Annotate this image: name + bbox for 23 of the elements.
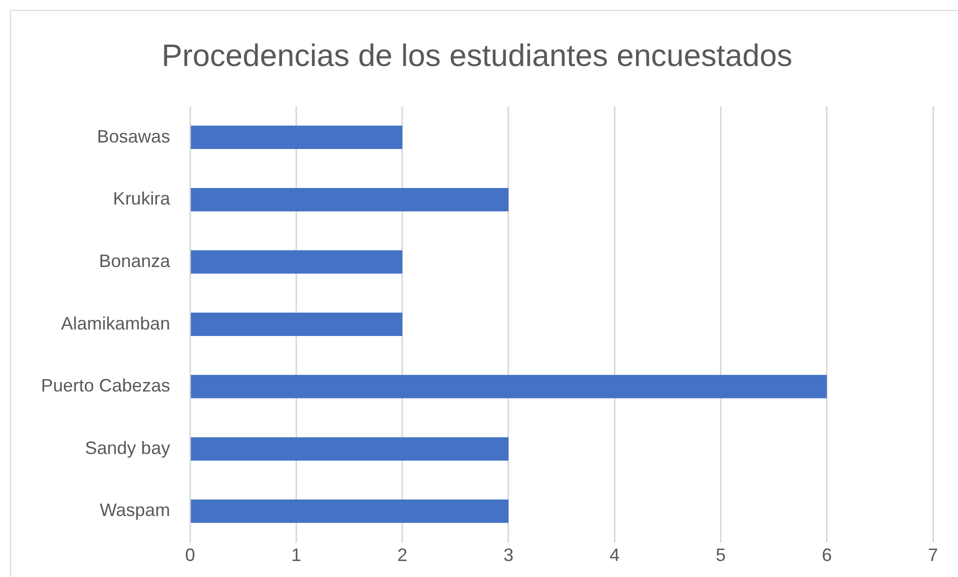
x-tick-label: 6 — [822, 545, 832, 566]
y-tick-label: Sandy bay — [85, 438, 170, 458]
x-tick-label: 0 — [185, 545, 196, 566]
x-tick-label: 2 — [397, 545, 408, 566]
x-tick-label: 1 — [291, 545, 302, 566]
chart-title: Procedencias de los estudiantes encuestados — [162, 38, 792, 74]
x-tick-label: 5 — [716, 545, 726, 566]
y-tick-label: Krukira — [113, 188, 172, 209]
bar — [190, 437, 508, 461]
bar — [190, 312, 402, 336]
x-tick-label: 7 — [928, 545, 938, 566]
bar — [190, 126, 402, 150]
bar — [190, 374, 827, 398]
bar — [190, 188, 508, 212]
x-tick-label: 4 — [610, 545, 620, 566]
x-tick-label: 3 — [503, 545, 514, 566]
y-tick-label: Bosawas — [97, 126, 170, 146]
y-tick-label: Alamikamban — [61, 313, 170, 334]
y-tick-label: Waspam — [100, 500, 170, 520]
y-tick-label: Puerto Cabezas — [41, 376, 170, 396]
y-tick-label: Bonanza — [99, 250, 172, 271]
bar — [190, 250, 402, 274]
bar — [190, 500, 508, 523]
